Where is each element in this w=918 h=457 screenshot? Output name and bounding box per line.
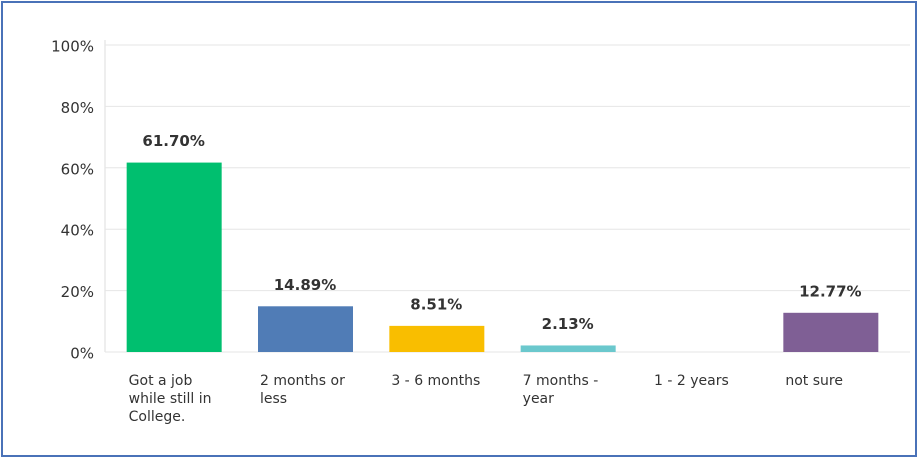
bar <box>389 325 485 352</box>
x-tick-label: 2 months or less <box>260 373 345 407</box>
bar <box>258 306 353 352</box>
y-tick-label: 20% <box>61 283 94 301</box>
bar <box>126 162 222 352</box>
value-label: 2.13% <box>542 315 594 333</box>
y-tick-label: 0% <box>70 345 94 363</box>
x-tick-label: not sure <box>785 373 843 389</box>
y-tick-label: 100% <box>51 38 94 56</box>
x-tick-label: 3 - 6 months <box>391 373 481 389</box>
x-tick-label: 7 months - year <box>522 373 599 407</box>
value-label: 61.70% <box>142 132 204 150</box>
x-tick-label: Got a job while still in College. <box>128 373 212 425</box>
bar <box>520 345 616 352</box>
value-label: 8.51% <box>410 295 462 313</box>
bar <box>783 312 879 352</box>
value-label: 12.77% <box>799 282 861 300</box>
y-tick-label: 40% <box>61 222 94 240</box>
value-label: 14.89% <box>274 276 336 294</box>
y-tick-label: 60% <box>61 160 94 178</box>
x-tick-label: 1 - 2 years <box>654 373 729 389</box>
y-tick-label: 80% <box>61 99 94 117</box>
